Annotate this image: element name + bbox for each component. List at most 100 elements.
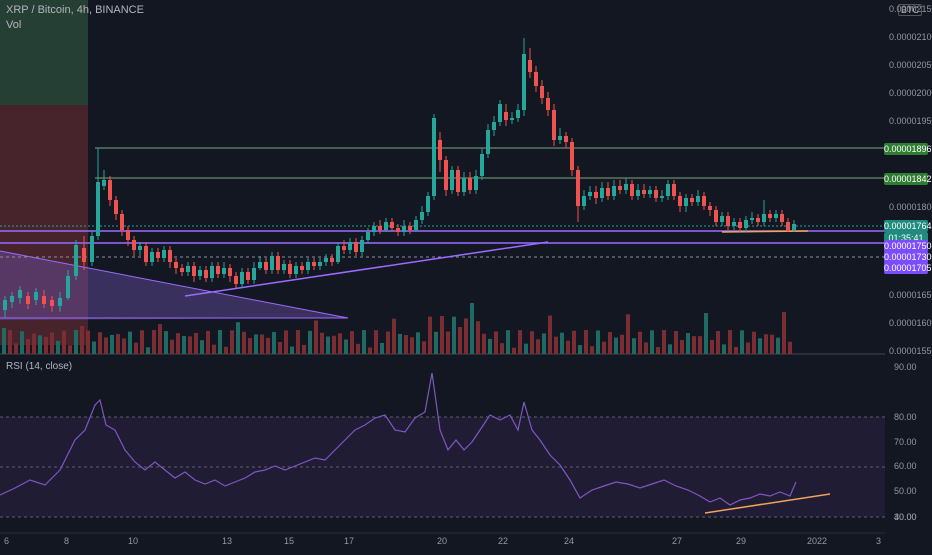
candle-body	[546, 98, 550, 110]
volume-bar	[20, 331, 24, 354]
volume-bar	[368, 347, 372, 354]
candle-body	[132, 240, 136, 250]
candle-body	[444, 160, 448, 190]
price-tick-label: 0.00002100	[889, 32, 932, 42]
current-price-tag: 0.00001764	[884, 220, 932, 232]
candle-body	[144, 246, 148, 262]
volume-bar	[230, 330, 234, 354]
candle-body	[792, 224, 796, 230]
candle-body	[636, 190, 640, 196]
candle-body	[390, 222, 394, 228]
volume-bar	[188, 336, 192, 354]
candle-body	[10, 296, 14, 302]
volume-bar	[182, 335, 186, 354]
candle-body	[204, 270, 208, 278]
candle-body	[180, 268, 184, 272]
price-tag-1705: 0.00001705	[884, 262, 932, 274]
profit-zone	[0, 0, 88, 105]
rsi-tick-label: 40.00	[894, 512, 917, 522]
candle-body	[504, 112, 508, 120]
rsi-band	[0, 417, 885, 517]
candle-body	[720, 216, 724, 222]
volume-bar	[692, 336, 696, 354]
candle-body	[522, 54, 526, 110]
volume-bar	[524, 343, 528, 354]
volume-bar	[458, 327, 462, 354]
price-tick-label: 0.00001800	[889, 202, 932, 212]
candle-body	[234, 276, 238, 284]
price-tag-1750: 0.00001750	[884, 240, 932, 252]
time-tick-label: 24	[564, 536, 575, 546]
volume-bar	[194, 332, 198, 354]
volume-bar	[410, 337, 414, 354]
time-tick-label: 22	[498, 536, 509, 546]
candle-body	[66, 276, 70, 298]
volume-bar	[704, 313, 708, 354]
volume-bar	[446, 331, 450, 354]
volume-bar	[170, 339, 174, 354]
volume-bar	[632, 338, 636, 354]
volume-bar	[506, 330, 510, 354]
candle-body	[480, 154, 484, 176]
candle-body	[378, 226, 382, 230]
volume-bar	[254, 334, 258, 354]
volume-bar	[302, 344, 306, 354]
volume-bar	[218, 330, 222, 354]
volume-bar	[152, 330, 156, 354]
candle-body	[174, 262, 178, 268]
candle-body	[564, 136, 568, 142]
candle-body	[210, 266, 214, 278]
candle-body	[42, 296, 46, 304]
candle-body	[120, 214, 124, 230]
volume-bar	[734, 347, 738, 354]
candle-body	[726, 216, 730, 226]
time-tick-label: 13	[222, 536, 233, 546]
volume-bar	[146, 347, 150, 354]
candle-body	[246, 272, 250, 280]
volume-bar	[452, 316, 456, 354]
volume-bar	[320, 332, 324, 354]
candle-body	[768, 214, 772, 218]
time-tick-label: 17	[344, 536, 355, 546]
candle-body	[330, 258, 334, 262]
volume-bar	[422, 341, 426, 354]
volume-bar	[764, 334, 768, 354]
volume-bar	[518, 330, 522, 354]
volume-bar	[128, 331, 132, 354]
currency-badge[interactable]: BTC	[898, 4, 922, 16]
volume-bar	[374, 330, 378, 354]
volume-bar	[476, 321, 480, 354]
candle-body	[534, 72, 538, 86]
candle-body	[18, 290, 22, 298]
volume-bar	[236, 322, 240, 354]
candle-body	[240, 272, 244, 284]
candle-body	[630, 184, 634, 196]
volume-bar	[74, 330, 78, 354]
candle-body	[300, 266, 304, 270]
candle-body	[672, 184, 676, 196]
volume-bar	[314, 320, 318, 354]
volume-bar	[416, 332, 420, 354]
price-axis-bg	[885, 0, 932, 550]
volume-bar	[344, 339, 348, 354]
candle-body	[666, 184, 670, 196]
volume-bar	[512, 347, 516, 354]
candle-body	[150, 252, 154, 262]
rsi-tick-label: 30.00	[894, 512, 917, 522]
candle-body	[50, 300, 54, 306]
volume-bar	[290, 346, 294, 354]
rsi-tick-label: 90.00	[894, 362, 917, 372]
volume-bar	[608, 332, 612, 354]
candle-body	[528, 60, 532, 72]
volume-bar	[386, 331, 390, 354]
candle-body	[222, 268, 226, 274]
candle-body	[756, 218, 760, 222]
candle-body	[438, 140, 442, 160]
candle-body	[282, 264, 286, 270]
volume-bar	[464, 318, 468, 354]
candle-body	[786, 222, 790, 230]
volume-bar	[602, 341, 606, 354]
volume-bar	[560, 332, 564, 354]
